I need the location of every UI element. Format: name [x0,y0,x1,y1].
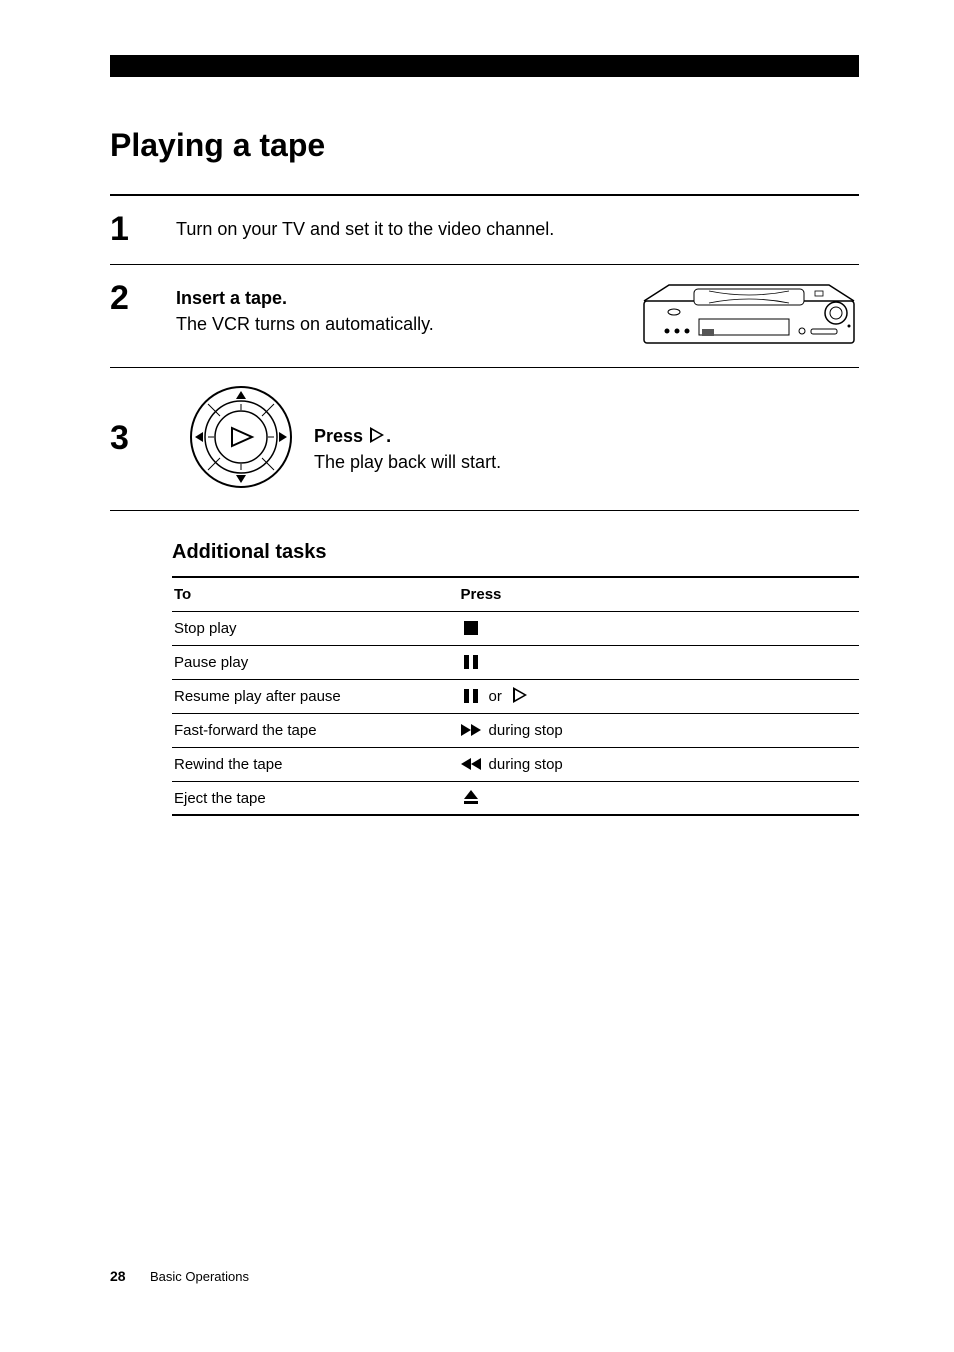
table-header: To Press [172,576,859,612]
step-bold-pre: Press [314,426,363,446]
step-number: 3 [110,419,158,455]
page-title: Playing a tape [110,127,859,164]
step-text: Insert a tape. The VCR turns on automati… [176,279,611,337]
op-label: Pause play [172,654,461,671]
op-label: Rewind the tape [172,756,461,773]
op-post: during stop [489,756,563,773]
stop-icon [461,621,481,637]
play-icon [510,687,530,706]
op-mid: or [489,688,502,705]
step-note: The VCR turns on automatically. [176,314,434,334]
step-bold: Insert a tape. [176,288,287,308]
step-illustration [629,279,859,349]
step-number: 2 [110,279,158,315]
op-action: during stop [461,722,859,740]
op-label: Eject the tape [172,790,461,807]
fast-forward-icon [461,722,481,740]
rewind-icon [461,756,481,774]
pause-icon [461,655,481,671]
op-action: during stop [461,756,859,774]
step-bold-post: . [386,426,391,446]
step-row: 3 [110,368,859,510]
step-note: The play back will start. [314,452,501,472]
vcr-icon [639,279,859,349]
op-action [461,790,859,806]
divider [110,510,859,511]
op-action [461,655,859,671]
op-post: during stop [489,722,563,739]
additional-tasks: Additional tasks To Press Stop play Paus… [172,541,859,816]
step-number: 1 [110,210,158,246]
op-label: Stop play [172,620,461,637]
op-action [461,621,859,637]
table-row: Fast-forward the tape during stop [172,714,859,748]
table-row: Rewind the tape during stop [172,748,859,782]
header-bar [110,55,859,77]
pause-icon [461,689,481,705]
step-text: Turn on your TV and set it to the video … [176,210,859,242]
step-text: Press . The play back will start. [314,399,859,475]
eject-icon [461,790,481,806]
table-head-a: To [172,586,461,603]
table-row: Resume play after pause or [172,680,859,714]
footer-section: Basic Operations [150,1269,249,1284]
step-row: 2 Insert a tape. The VCR turns on automa… [110,265,859,367]
table-head-b: Press [461,586,859,603]
dial-icon [186,382,296,492]
operations-table: To Press Stop play Pause play Resume pla… [172,576,859,816]
play-icon [368,426,386,446]
table-row: Pause play [172,646,859,680]
page-number: 28 [110,1268,126,1284]
op-label: Fast-forward the tape [172,722,461,739]
manual-page: Playing a tape 1 Turn on your TV and set… [0,0,954,1352]
table-row: Eject the tape [172,782,859,816]
op-action: or [461,687,859,706]
table-row: Stop play [172,612,859,646]
additional-title: Additional tasks [172,541,859,564]
step-row: 1 Turn on your TV and set it to the vide… [110,196,859,264]
op-label: Resume play after pause [172,688,461,705]
step-illustration [176,382,296,492]
